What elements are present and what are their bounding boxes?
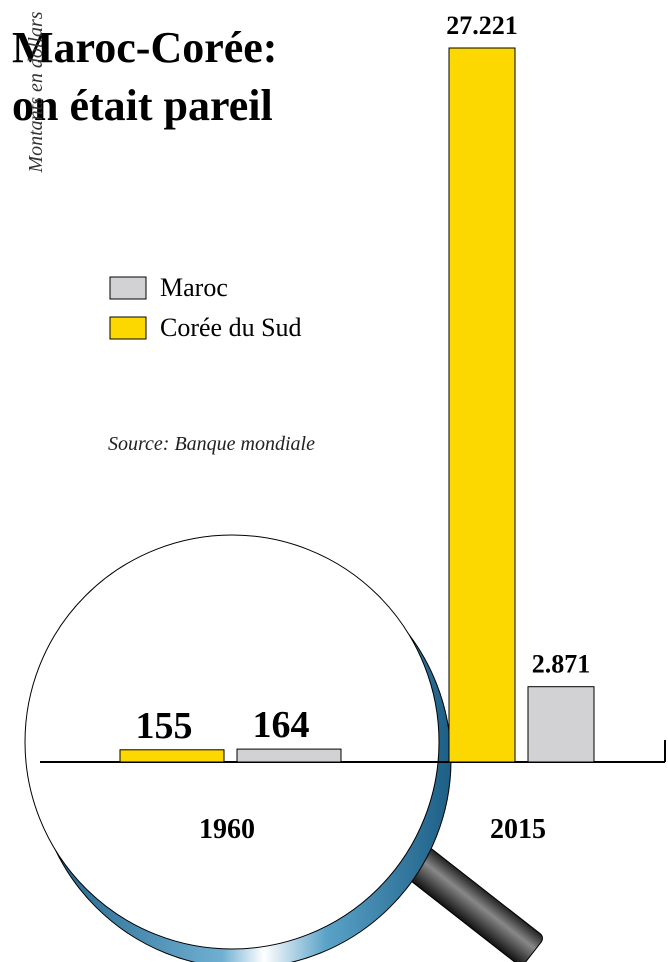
chart-subtitle: on était pareil <box>12 81 273 130</box>
bar <box>237 749 341 762</box>
chart: Maroc-Corée: on était pareil Montants en… <box>0 0 668 962</box>
chart-title: Maroc-Corée: <box>12 23 277 72</box>
source: Source: Banque mondiale <box>108 433 315 455</box>
y-axis-label: Montants en dollars <box>25 11 47 173</box>
bar <box>449 48 515 762</box>
legend-label: Corée du Sud <box>160 313 302 342</box>
x-tick-label: 2015 <box>490 814 546 845</box>
value-label: 2.871 <box>532 650 591 679</box>
legend-label: Maroc <box>160 273 228 302</box>
value-label: 164 <box>253 704 310 746</box>
bar <box>120 750 224 762</box>
value-label: 155 <box>136 705 193 747</box>
legend-swatch <box>110 317 146 339</box>
value-label: 27.221 <box>446 11 518 40</box>
legend-swatch <box>110 277 146 299</box>
bar <box>528 687 594 762</box>
x-tick-label: 1960 <box>199 814 255 845</box>
